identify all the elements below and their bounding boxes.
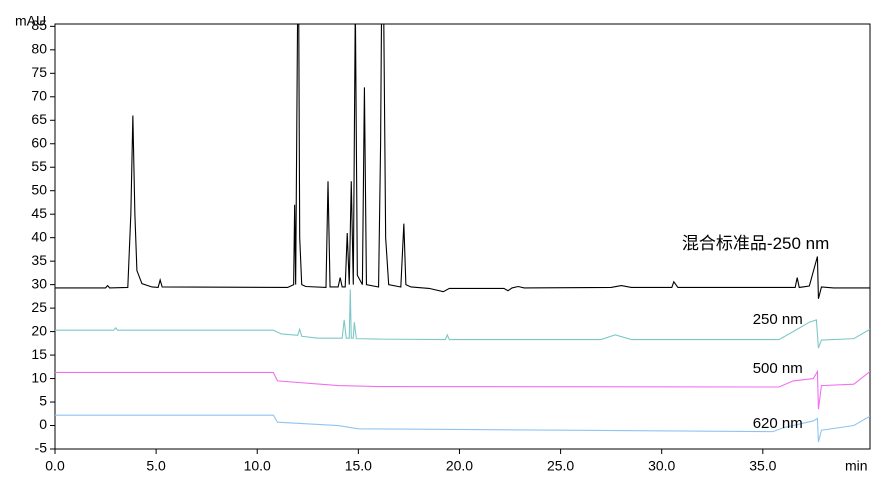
y-tick-label: 40: [31, 228, 47, 244]
x-tick-label: 15.0: [345, 458, 372, 474]
x-tick-label: 30.0: [648, 458, 675, 474]
x-tick-label: 25.0: [547, 458, 574, 474]
trace: [55, 414, 870, 443]
x-tick-label: 10.0: [244, 458, 271, 474]
trace-label: 混合标准品-250 nm: [682, 234, 829, 253]
x-tick-label: 5.0: [146, 458, 166, 474]
plot-frame: [54, 23, 871, 450]
y-tick-label: 35: [31, 252, 47, 268]
plot-area: [55, 24, 870, 443]
y-tick-label: 85: [31, 17, 47, 33]
y-tick-label: 45: [31, 205, 47, 221]
y-tick-label: 30: [31, 275, 47, 291]
x-tick-label: 20.0: [446, 458, 473, 474]
trace: [55, 369, 870, 410]
y-tick-label: 55: [31, 158, 47, 174]
trace: [55, 289, 870, 349]
x-tick-label: 35.0: [749, 458, 776, 474]
y-tick-label: 80: [31, 41, 47, 57]
y-tick-label: 0: [39, 416, 47, 432]
y-axis-label: mAU: [15, 13, 46, 29]
y-tick-label: 60: [31, 134, 47, 150]
y-tick-label: 20: [31, 322, 47, 338]
trace: [55, 24, 870, 299]
x-axis-label: min: [845, 458, 868, 474]
y-tick-label: 50: [31, 181, 47, 197]
y-tick-label: 75: [31, 64, 47, 80]
trace-label: 620 nm: [753, 415, 803, 432]
y-tick-label: 65: [31, 111, 47, 127]
x-tick-label: 0.0: [45, 458, 65, 474]
y-tick-label: 5: [39, 393, 47, 409]
y-tick-label: 15: [31, 346, 47, 362]
y-tick-label: 25: [31, 299, 47, 315]
trace-label: 250 nm: [753, 311, 803, 328]
y-tick-label: 10: [31, 369, 47, 385]
trace-label: 500 nm: [753, 360, 803, 377]
y-tick-label: -5: [35, 440, 48, 456]
y-tick-label: 70: [31, 87, 47, 103]
